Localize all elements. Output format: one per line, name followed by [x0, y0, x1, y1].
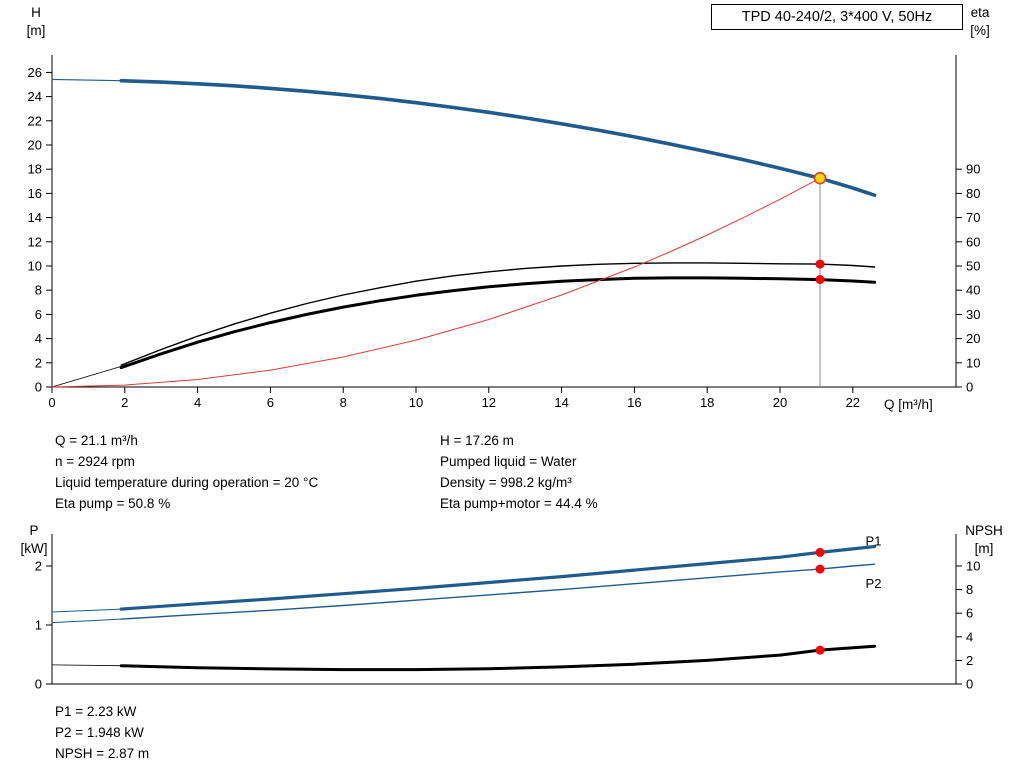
- npsh-result-text: NPSH = 2.87 m: [55, 746, 150, 761]
- left-axis-tick-label: 0: [35, 677, 42, 692]
- left-axis-tick-label: 12: [28, 234, 42, 249]
- left-axis-tick-label: 26: [28, 65, 42, 80]
- eta-pump-motor-curve: [119, 276, 877, 370]
- x-axis-tick-label: 20: [773, 395, 787, 410]
- x-axis-tick-label: 14: [554, 395, 568, 410]
- p1-lead: [51, 608, 122, 613]
- hq-eta-chart: 0246810121416182022242601020304050607080…: [28, 55, 980, 410]
- p1-point: [815, 547, 825, 557]
- left-axis-tick-label: 18: [28, 162, 42, 177]
- left-axis-tick-label: 22: [28, 113, 42, 128]
- eta-pump-motor-text: Eta pump+motor = 44.4 %: [440, 496, 598, 511]
- right-axis-tick-label: 0: [966, 677, 973, 692]
- pumped-liquid-text: Pumped liquid = Water: [440, 454, 577, 469]
- left-axis-tick-label: 10: [28, 259, 42, 274]
- left-axis-tick-label: 2: [35, 355, 42, 370]
- eta-pump-text: Eta pump = 50.8 %: [55, 496, 171, 511]
- right-axis-tick-label: 90: [966, 162, 980, 177]
- density-text: Density = 998.2 kg/m³: [440, 475, 572, 490]
- left-axis-tick-label: 1: [35, 618, 42, 633]
- left-axis-tick-label: 6: [35, 307, 42, 322]
- p-axis-title: P [kW]: [10, 522, 58, 558]
- x-axis-tick-label: 4: [194, 395, 201, 410]
- right-axis-tick-label: 10: [966, 355, 980, 370]
- h-axis-title: H [m]: [16, 4, 56, 40]
- duty-head-text: H = 17.26 m: [440, 433, 514, 448]
- left-axis-tick-label: 16: [28, 186, 42, 201]
- results-block: P1 = 2.23 kW P2 = 1.948 kW NPSH = 2.87 m: [55, 701, 149, 764]
- x-axis-tick-label: 16: [627, 395, 641, 410]
- right-axis-tick-label: 4: [966, 629, 973, 644]
- left-axis-tick-label: 2: [35, 559, 42, 574]
- q-axis-title: Q [m³/h]: [884, 396, 984, 414]
- p1-curve: [119, 544, 877, 611]
- x-axis-tick-label: 22: [846, 395, 860, 410]
- right-axis-tick-label: 70: [966, 210, 980, 225]
- x-axis-tick-label: 6: [267, 395, 274, 410]
- p1-result-text: P1 = 2.23 kW: [55, 704, 137, 719]
- right-axis-tick-label: 8: [966, 582, 973, 597]
- x-axis-tick-label: 0: [48, 395, 55, 410]
- head-curve-lead: [51, 78, 122, 82]
- npsh-point: [815, 645, 825, 655]
- eta-pump-motor-point: [815, 275, 825, 285]
- x-axis-tick-label: 12: [482, 395, 496, 410]
- duty-info-right: H = 17.26 m Pumped liquid = Water Densit…: [440, 430, 598, 514]
- left-axis-tick-label: 20: [28, 138, 42, 153]
- speed-text: n = 2924 rpm: [55, 454, 135, 469]
- right-axis-tick-label: 30: [966, 307, 980, 322]
- right-axis-tick-label: 10: [966, 559, 980, 574]
- x-axis-tick-label: 8: [340, 395, 347, 410]
- p2-lead: [51, 618, 122, 624]
- eta-pump-point: [815, 259, 825, 269]
- liquid-temp-text: Liquid temperature during operation = 20…: [55, 475, 319, 490]
- right-axis-tick-label: 40: [966, 283, 980, 298]
- x-axis-tick-label: 2: [121, 395, 128, 410]
- right-axis-tick-label: 20: [966, 331, 980, 346]
- x-axis-tick-label: 10: [409, 395, 423, 410]
- p-axis-title-line1: P: [29, 523, 39, 538]
- head-curve: [119, 78, 877, 197]
- npsh-lead: [51, 664, 122, 667]
- eta-axis-title-line1: eta: [970, 5, 990, 20]
- left-axis-tick-label: 8: [35, 283, 42, 298]
- p2-curve: [120, 563, 876, 620]
- eta-pump-curve: [120, 262, 876, 366]
- right-axis-tick-label: 80: [966, 186, 980, 201]
- right-axis-tick-label: 6: [966, 606, 973, 621]
- left-axis-tick-label: 4: [35, 331, 42, 346]
- curve-label-p2: P2: [866, 576, 882, 591]
- eta-lead: [51, 365, 122, 388]
- x-axis-tick-label: 18: [700, 395, 714, 410]
- right-axis-tick-label: 2: [966, 653, 973, 668]
- npsh-curve: [119, 644, 877, 672]
- axes: [46, 55, 962, 393]
- duty-info-left: Q = 21.1 m³/h n = 2924 rpm Liquid temper…: [55, 430, 318, 514]
- left-axis-tick-label: 0: [35, 380, 42, 395]
- pump-title-box: TPD 40-240/2, 3*400 V, 50Hz: [711, 4, 963, 30]
- duty-flow-text: Q = 21.1 m³/h: [55, 433, 138, 448]
- right-axis-tick-label: 50: [966, 259, 980, 274]
- p-axis-title-line2: [kW]: [20, 541, 48, 556]
- h-axis-title-line1: H: [31, 5, 41, 20]
- right-axis-tick-label: 60: [966, 234, 980, 249]
- npsh-axis-title-line2: [m]: [974, 541, 994, 556]
- left-axis-tick-label: 14: [28, 210, 42, 225]
- p2-result-text: P2 = 1.948 kW: [55, 725, 144, 740]
- curve-label-p1: P1: [866, 533, 882, 548]
- eta-axis-title-line2: [%]: [970, 23, 990, 38]
- power-npsh-chart: 0 1 2 0 2 4 6 8 10 P1 P2: [35, 533, 981, 692]
- h-axis-title-line2: [m]: [26, 23, 46, 38]
- eta-axis-title: eta [%]: [958, 4, 1002, 40]
- duty-point[interactable]: [813, 171, 827, 185]
- axes: [46, 534, 962, 685]
- left-axis-tick-label: 24: [28, 89, 42, 104]
- right-axis-tick-label: 0: [966, 380, 973, 395]
- system-curve: [51, 177, 821, 388]
- npsh-axis-title: NPSH [m]: [954, 522, 1014, 558]
- p2-point: [815, 564, 825, 574]
- npsh-axis-title-line1: NPSH: [965, 523, 1003, 538]
- q-axis-title-text: Q [m³/h]: [884, 397, 933, 412]
